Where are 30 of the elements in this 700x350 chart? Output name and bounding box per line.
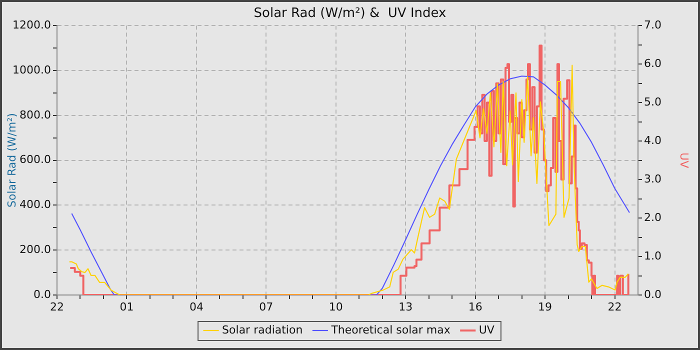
- y2-tick-label: 2.0: [644, 210, 662, 224]
- y2-tick-label: 0.0: [644, 288, 662, 301]
- y-tick-label: 600.0: [20, 153, 51, 166]
- y2-tick-label: 1.0: [644, 249, 662, 262]
- x-tick-label: 22: [608, 300, 622, 314]
- legend-label: Theoretical solar max: [330, 323, 451, 336]
- y-tick-label: 800.0: [20, 108, 51, 122]
- x-tick-label: 13: [398, 300, 413, 314]
- x-tick-label: 22: [50, 300, 64, 314]
- y-tick-label: 0.0: [34, 288, 51, 301]
- legend-label: Solar radiation: [222, 323, 303, 336]
- y2-tick-label: 6.0: [644, 56, 662, 70]
- y2-axis-title: UV: [678, 152, 691, 169]
- y-tick-label: 200.0: [20, 242, 51, 256]
- y2-tick-label: 4.0: [644, 134, 662, 147]
- legend-label: UV: [478, 323, 495, 336]
- x-tick-label: 04: [189, 300, 204, 314]
- y-tick-label: 1200.0: [12, 18, 51, 32]
- chart-title: Solar Rad (W/m²) & UV Index: [254, 6, 447, 22]
- x-tick-label: 10: [328, 300, 343, 314]
- x-tick-label: 07: [259, 300, 274, 314]
- x-tick-label: 16: [468, 300, 482, 314]
- y2-tick-label: 3.0: [644, 172, 662, 186]
- x-tick-label: 19: [538, 300, 552, 314]
- x-tick-label: 01: [120, 300, 134, 314]
- y2-tick-label: 7.0: [644, 18, 662, 32]
- y-axis-title: Solar Rad (W/m²): [5, 113, 18, 208]
- y-tick-label: 1000.0: [12, 63, 51, 76]
- y-tick-label: 400.0: [20, 198, 51, 212]
- y2-tick-label: 5.0: [644, 95, 662, 108]
